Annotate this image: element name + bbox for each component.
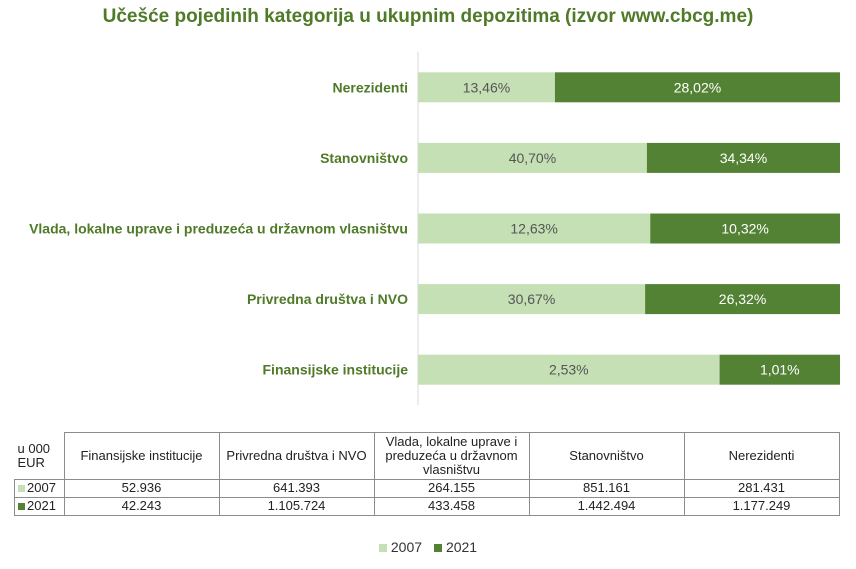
category-label: Finansijske institucije [263,362,409,378]
legend-swatch-2021 [18,503,25,511]
table-cell: 1.105.724 [218,496,375,516]
data-label-2007: 2,53% [549,362,589,378]
bar-segment-2007 [418,72,555,103]
bar-segment-2021 [554,72,840,103]
table-cell: 52.936 [63,478,220,498]
bar-segment-2007 [418,354,720,385]
row-label-text: 2007 [27,480,56,495]
bar-segment-2021 [650,213,840,244]
data-label-2021: 1,01% [760,362,800,378]
data-label-2021: 10,32% [721,221,768,237]
row-label-2021: 2021 [14,496,65,516]
row-label-text: 2021 [27,498,56,513]
category-label: Nerezidenti [333,79,408,95]
data-label-2021: 26,32% [719,291,766,307]
legend-label: 2007 [390,539,423,555]
table-cell: 264.155 [373,478,530,498]
bar-segment-2021 [646,142,840,173]
table-row: 2021 42.243 1.105.724 433.458 1.442.494 … [14,496,840,516]
table-header-cell: Stanovništvo [528,432,685,480]
legend-swatch-2021 [433,544,442,553]
table-header-cell: Finansijske institucije [63,432,220,480]
table-header-cell: Nerezidenti [683,432,840,480]
table-cell: 433.458 [373,496,530,516]
bar-segment-2021 [719,354,840,385]
bar-segment-2007 [418,213,651,244]
bar-plot-area: Finansijske institucije 2,53% 1,01% Privred… [29,52,840,405]
table-cell: 281.431 [683,478,840,498]
legend-label: 2021 [445,539,478,555]
data-label-2007: 13,46% [463,79,510,95]
table-cell: 1.177.249 [683,496,840,516]
category-label: Privredna društva i NVO [247,291,408,307]
chart-title: Učešće pojedinih kategorija u ukupnim de… [102,6,754,27]
bar-segment-2007 [418,284,646,315]
table-header-cell: Vlada, lokalne uprave i preduzeća u drža… [373,432,530,480]
legend-item-2007: 2007 [378,539,423,555]
bar-segment-2021 [645,284,840,315]
row-label-2007: 2007 [14,478,65,498]
chart-legend: 2007 2021 [0,539,856,555]
data-label-2007: 30,67% [508,291,555,307]
data-label-2021: 34,34% [720,150,767,166]
legend-swatch-2007 [378,544,387,553]
table-row: 2007 52.936 641.393 264.155 851.161 281.… [14,478,840,498]
table-header-cell: Privredna društva i NVO [218,432,375,480]
legend-item-2021: 2021 [433,539,478,555]
category-label: Stanovništvo [320,150,408,166]
legend-swatch-2007 [18,485,25,493]
table-cell: 641.393 [218,478,375,498]
data-table: u 000 EUR Finansijske institucije Privre… [14,432,840,516]
data-label-2021: 28,02% [674,79,721,95]
table-cell: 851.161 [528,478,685,498]
unit-label: u 000 EUR [14,432,64,480]
table-header-row: u 000 EUR Finansijske institucije Privre… [14,432,840,480]
bar-segment-2007 [418,142,647,173]
table-cell: 1.442.494 [528,496,685,516]
category-label: Vlada, lokalne uprave i preduzeća u drža… [29,221,408,237]
data-label-2007: 40,70% [509,150,556,166]
data-label-2007: 12,63% [510,221,557,237]
table-cell: 42.243 [63,496,220,516]
